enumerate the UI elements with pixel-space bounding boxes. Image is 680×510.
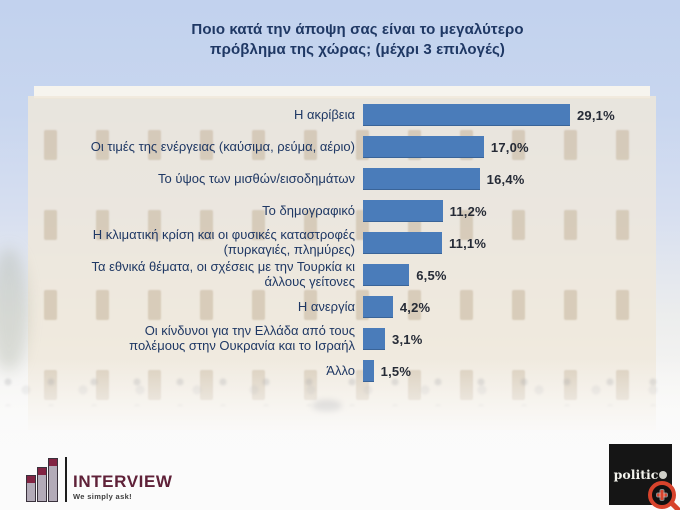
bar: [363, 264, 410, 286]
chart-row: Άλλο 1,5%: [40, 355, 660, 387]
bar-track: 11,2%: [363, 200, 660, 222]
chart-title: Ποιο κατά την άποψη σας είναι το μεγαλύτ…: [191, 21, 524, 59]
chart-row: Το δημογραφικό 11,2%: [40, 195, 660, 227]
logo-bar-icon: [48, 458, 58, 502]
category-label: Η κλιματική κρίση και οι φυσικές καταστρ…: [92, 227, 355, 257]
plus-icon: [660, 490, 664, 500]
bar-track: 6,5%: [363, 264, 660, 286]
politic-logo-name: politic: [613, 467, 659, 482]
bar: [363, 168, 480, 190]
chart-row: Οι κίνδυνοι για την Ελλάδα από τους πολέ…: [40, 323, 660, 355]
bar: [363, 104, 570, 126]
bar: [363, 232, 442, 254]
bar-track: 29,1%: [363, 104, 660, 126]
category-label: Οι κίνδυνοι για την Ελλάδα από τους πολέ…: [129, 323, 355, 353]
chart-row: Το ύψος των μισθών/εισοδημάτων 16,4%: [40, 163, 660, 195]
chart-row: Η ακρίβεια 29,1%: [40, 99, 660, 131]
bar: [363, 200, 443, 222]
bar-value-label: 17,0%: [490, 139, 529, 155]
interview-logo: INTERVIEW We simply ask!: [26, 454, 173, 504]
category-label: Η ανεργία: [297, 298, 355, 314]
logo-bar-icon: [26, 475, 36, 502]
bar: [363, 328, 386, 350]
logo-divider: [65, 457, 67, 502]
bar-track: 16,4%: [363, 168, 660, 190]
foreground-blur: [312, 400, 342, 412]
bar-track: 11,1%: [363, 232, 660, 254]
bar-value-label: 1,5%: [380, 363, 412, 379]
interview-logo-name: INTERVIEW: [73, 472, 173, 491]
bar-track: 4,2%: [363, 296, 660, 318]
chart-row: Οι τιμές της ενέργειας (καύσιμα, ρεύμα, …: [40, 131, 660, 163]
category-label: Το ύψος των μισθών/εισοδημάτων: [158, 170, 355, 186]
category-label: Η ακρίβεια: [294, 106, 355, 122]
interview-bars-icon: [26, 456, 61, 504]
bar-value-label: 6,5%: [416, 267, 447, 283]
category-label: Άλλο: [326, 362, 355, 378]
building-roofline: [34, 86, 650, 99]
bar: [363, 296, 393, 318]
category-label: Οι τιμές της ενέργειας (καύσιμα, ρεύμα, …: [90, 138, 355, 154]
bar-track: 3,1%: [363, 328, 660, 350]
logo-bar-icon: [37, 467, 47, 502]
bar-track: 17,0%: [363, 136, 660, 158]
chart-row: Τα εθνικά θέματα, οι σχέσεις με την Τουρ…: [40, 259, 660, 291]
bar-value-label: 11,2%: [449, 203, 487, 219]
politic-logo: politic: [609, 444, 680, 510]
category-label: Το δημογραφικό: [262, 202, 355, 218]
interview-logo-tagline: We simply ask!: [73, 492, 132, 501]
bar-value-label: 4,2%: [399, 299, 431, 315]
politic-dot-icon: [659, 470, 668, 479]
chart-row: Η κλιματική κρίση και οι φυσικές καταστρ…: [40, 227, 660, 259]
bar-value-label: 3,1%: [392, 331, 423, 347]
magnifier-plus-icon: [648, 481, 680, 510]
chart-row: Η ανεργία 4,2%: [40, 291, 660, 323]
category-label: Τα εθνικά θέματα, οι σχέσεις με την Τουρ…: [91, 259, 356, 289]
bar-value-label: 11,1%: [448, 235, 487, 251]
magnifier-handle: [668, 500, 680, 510]
bar-chart: Η ακρίβεια 29,1% Οι τιμές της ενέργειας (κ…: [40, 99, 660, 387]
bar: [363, 360, 374, 382]
bar: [363, 136, 484, 158]
bar-value-label: 16,4%: [486, 171, 525, 187]
bar-track: 1,5%: [363, 360, 660, 382]
tree-blur: [0, 248, 28, 373]
bar-value-label: 29,1%: [577, 107, 615, 123]
